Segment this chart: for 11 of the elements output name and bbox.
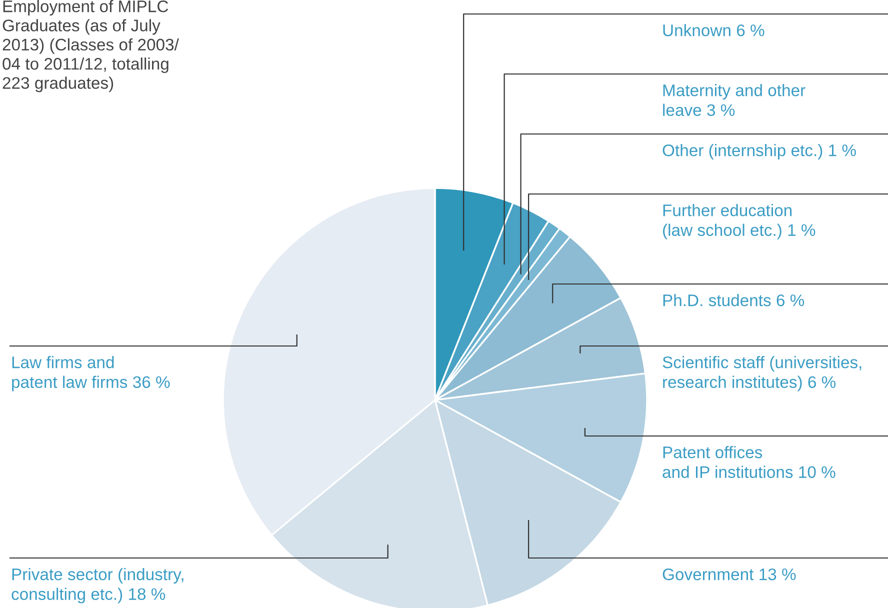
slice-label: Private sector (industry, consulting etc.) 18 % <box>12 568 184 604</box>
slice-label: Maternity and other leave 3 % <box>663 84 806 116</box>
text: Employment of MIPLC Graduates (as of July 2013) (Classes of 2003/ 04 to 2011/12, totalling 223 graduates) <box>2 0 179 92</box>
slice-label: Further education (law school etc.) 1 % <box>663 204 816 240</box>
slice-label: Ph.D. students 6 % <box>663 294 804 306</box>
slice-label: Unknown 6 % <box>663 24 764 36</box>
slice-label: Government 13 % <box>662 568 796 580</box>
slice-label: Other (internship etc.) 1 % <box>662 144 856 160</box>
slice-label: Law firms and patent law firms 36 % <box>12 356 170 392</box>
slice-label: Patent offices and IP institutions 10 % <box>662 446 836 478</box>
slice-label: Scientific staff (universities, research institutes) 6 % <box>662 356 862 392</box>
